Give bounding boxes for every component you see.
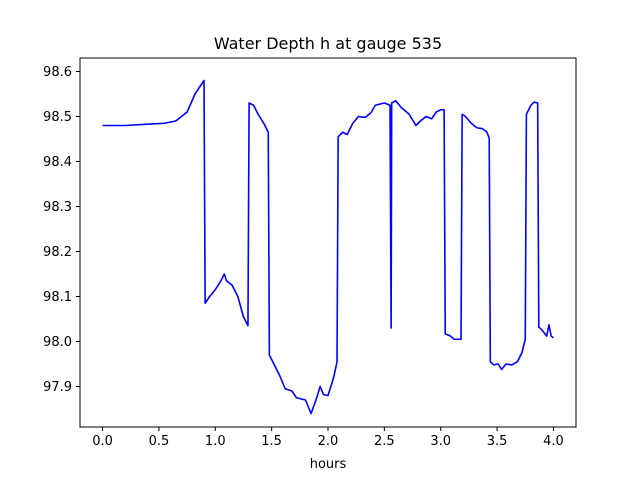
x-tick-label: 2.0 <box>318 434 339 449</box>
y-tick-label: 98.1 <box>43 290 72 305</box>
x-tick-label: 1.0 <box>205 434 226 449</box>
y-tick-label: 98.2 <box>43 245 72 260</box>
x-tick-label: 3.0 <box>430 434 451 449</box>
x-tick-label: 3.5 <box>487 434 508 449</box>
x-tick-label: 4.0 <box>543 434 564 449</box>
y-tick-label: 98.3 <box>43 200 72 215</box>
y-tick-label: 98.6 <box>43 65 72 80</box>
x-tick-label: 0.0 <box>92 434 113 449</box>
series-line-0 <box>102 79 554 415</box>
x-tick-label: 0.5 <box>149 434 170 449</box>
chart-title: Water Depth h at gauge 535 <box>214 34 442 53</box>
y-tick-label: 98.5 <box>43 110 72 125</box>
y-tick-label: 97.9 <box>43 380 72 395</box>
y-tick-label: 98.0 <box>43 335 72 350</box>
x-tick-label: 2.5 <box>374 434 395 449</box>
x-tick-label: 1.5 <box>261 434 282 449</box>
x-axis-label: hours <box>310 457 347 472</box>
y-tick-label: 98.4 <box>43 155 72 170</box>
plot-area: 0.0 0.5 1.0 1.5 2.0 2.5 3.0 3.5 4.0 97.9 98.0 98.1 9… <box>43 57 577 449</box>
